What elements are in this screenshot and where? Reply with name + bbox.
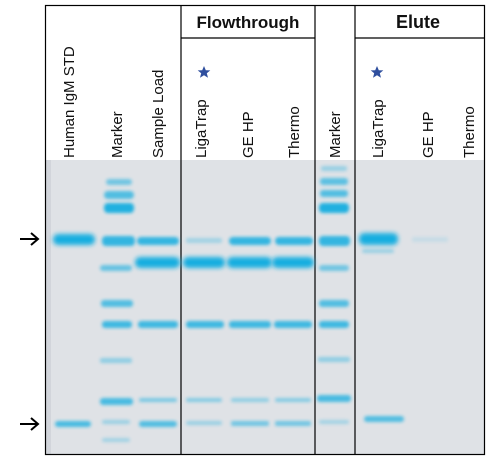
band-ft-gehp-4	[231, 398, 269, 402]
band-elute-ligatrap-heavy	[359, 233, 398, 245]
band-sample-load-3	[138, 321, 178, 328]
band-marker2-6	[319, 265, 349, 271]
band-igm-std-heavy	[53, 234, 95, 245]
lane-labels: Human IgM STD Marker Sample Load LigaTra…	[61, 46, 478, 158]
band-marker-7	[102, 321, 132, 328]
band-ft-ligatrap-5	[186, 421, 222, 425]
lane-label-marker: Marker	[109, 111, 126, 158]
band-marker2-8	[319, 321, 349, 328]
gel-bands	[53, 166, 448, 442]
band-elute-ligatrap-light	[364, 416, 404, 422]
band-sample-load-5	[139, 421, 177, 427]
ligatrap-star-icon	[197, 66, 211, 78]
band-elute-gehp-faint	[412, 237, 448, 242]
flowthrough-header: Flowthrough	[197, 13, 300, 32]
band-marker2-1	[321, 166, 347, 171]
figure-border	[44, 4, 486, 456]
lane-label-ft-thermo: Thermo	[286, 106, 303, 158]
band-ft-ligatrap-3	[186, 321, 224, 328]
gel-shadow-left	[45, 160, 51, 455]
band-ft-thermo-1	[275, 237, 313, 245]
light-chain-arrow	[20, 417, 40, 431]
band-marker-5	[100, 265, 132, 271]
elute-header: Elute	[396, 12, 440, 32]
band-ft-gehp-5	[231, 421, 269, 426]
band-elute-ligatrap-minor	[362, 249, 394, 253]
band-ft-thermo-5	[275, 421, 311, 426]
band-marker2-3	[320, 190, 348, 197]
lane-label-elute-thermo: Thermo	[461, 106, 478, 158]
lane-label-sample-load: Sample Load	[150, 70, 167, 158]
band-marker-4	[102, 236, 135, 246]
band-marker-9	[100, 398, 133, 405]
heavy-chain-arrow	[20, 232, 40, 246]
band-sample-load-4	[139, 398, 177, 402]
lane-label-marker-2: Marker	[327, 111, 344, 158]
band-ft-gehp-2	[227, 257, 272, 268]
band-sample-load-1	[137, 237, 179, 245]
band-ft-thermo-2	[272, 257, 314, 268]
lane-label-ft-ligatrap: LigaTrap	[193, 99, 210, 158]
band-marker2-5	[319, 236, 350, 246]
band-ft-thermo-3	[274, 321, 312, 328]
band-marker2-2	[320, 178, 348, 185]
band-igm-std-light	[55, 421, 91, 427]
band-ft-thermo-4	[275, 398, 311, 402]
band-marker-8	[100, 358, 132, 363]
band-marker2-11	[319, 420, 349, 424]
band-ft-gehp-3	[229, 321, 271, 328]
band-marker2-10	[317, 395, 351, 402]
band-marker-6	[101, 300, 133, 307]
lane-label-elute-ligatrap: LigaTrap	[370, 99, 387, 158]
band-marker-10	[102, 420, 130, 424]
lane-label-ft-ge-hp: GE HP	[240, 111, 257, 158]
band-marker-2	[104, 191, 134, 199]
band-ft-gehp-1	[229, 237, 271, 245]
lane-label-elute-ge-hp: GE HP	[420, 111, 437, 158]
band-ft-ligatrap-1	[186, 238, 222, 243]
band-marker2-9	[318, 357, 350, 362]
band-ft-ligatrap-2	[183, 257, 225, 268]
elute-ligatrap-star-icon	[370, 66, 384, 78]
band-marker2-4	[319, 203, 349, 213]
band-marker-11	[102, 438, 130, 442]
band-marker-3	[104, 203, 134, 213]
band-marker-1	[106, 179, 132, 185]
band-sample-load-2	[135, 257, 180, 268]
band-ft-ligatrap-4	[186, 398, 222, 402]
lane-label-human-igm-std: Human IgM STD	[61, 46, 78, 158]
band-marker2-7	[319, 300, 349, 307]
